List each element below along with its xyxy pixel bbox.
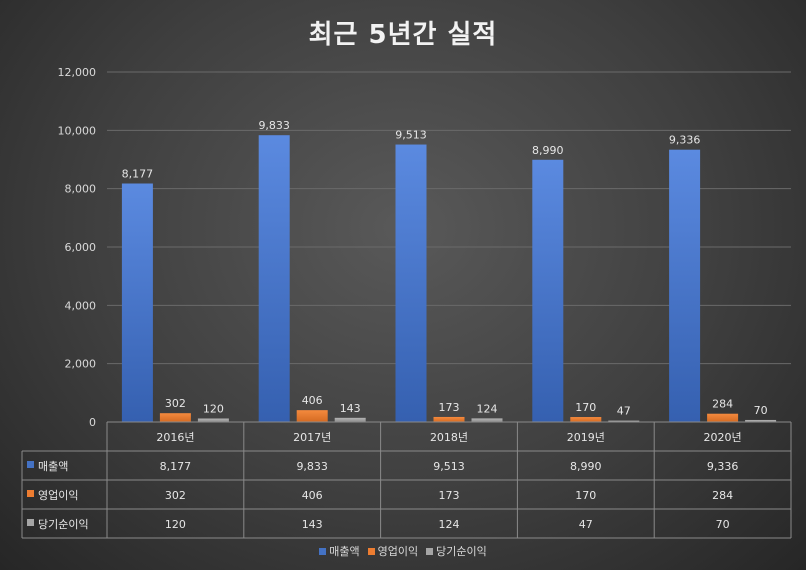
- data-label: 124: [477, 402, 498, 415]
- data-label: 9,833: [258, 119, 290, 132]
- table-series-swatch: [27, 519, 34, 526]
- bar: [121, 183, 153, 422]
- category-label: 2019년: [567, 431, 605, 444]
- bar: [745, 419, 777, 422]
- table-series-name: 매출액: [38, 460, 68, 473]
- data-label: 120: [203, 403, 224, 416]
- legend-swatch: [367, 547, 375, 555]
- table-cell: 120: [165, 518, 186, 531]
- bar: [471, 418, 503, 422]
- bar: [334, 417, 366, 422]
- legend-item: 매출액: [319, 543, 360, 559]
- table-cell: 9,833: [296, 460, 328, 473]
- category-label: 2018년: [430, 431, 468, 444]
- bar: [433, 416, 465, 422]
- y-tick-label: 2,000: [65, 358, 97, 371]
- data-label: 8,177: [122, 168, 154, 181]
- data-label: 47: [617, 405, 631, 418]
- bar: [669, 149, 701, 422]
- table-cell: 8,990: [570, 460, 602, 473]
- table-series-name: 영업이익: [38, 489, 78, 502]
- bar: [197, 418, 229, 422]
- category-label: 2016년: [156, 431, 194, 444]
- bar: [258, 135, 290, 422]
- table-cell: 170: [575, 489, 596, 502]
- y-tick-label: 10,000: [58, 124, 97, 137]
- table-cell: 9,513: [433, 460, 465, 473]
- table-cell: 173: [439, 489, 460, 502]
- table-cell: 9,336: [707, 460, 739, 473]
- bar: [707, 413, 739, 422]
- legend-swatch: [319, 547, 327, 555]
- legend-label: 영업이익: [377, 545, 419, 558]
- bar: [296, 410, 328, 422]
- data-label: 8,990: [532, 144, 564, 157]
- legend-label: 매출액: [329, 545, 360, 558]
- data-label: 9,513: [395, 129, 427, 142]
- data-label: 406: [302, 394, 323, 407]
- bar: [608, 420, 640, 422]
- table-series-name: 당기순이익: [38, 518, 89, 531]
- table-cell: 143: [302, 518, 323, 531]
- data-label: 9,336: [669, 134, 701, 147]
- bar: [159, 413, 191, 422]
- legend-swatch: [426, 547, 434, 555]
- table-cell: 406: [302, 489, 323, 502]
- category-label: 2020년: [704, 431, 742, 444]
- data-label: 170: [575, 401, 596, 414]
- data-label: 302: [165, 397, 186, 410]
- data-label: 70: [754, 404, 768, 417]
- bar: [570, 417, 602, 422]
- chart-title: 최근 5년간 실적: [308, 20, 498, 50]
- data-label: 284: [712, 398, 733, 411]
- table-series-swatch: [27, 461, 34, 468]
- y-tick-label: 12,000: [58, 66, 97, 79]
- table-cell: 302: [165, 489, 186, 502]
- table-cell: 284: [712, 489, 733, 502]
- data-label: 173: [439, 401, 460, 414]
- category-label: 2017년: [293, 431, 331, 444]
- bar: [532, 159, 564, 422]
- legend-label: 당기순이익: [436, 545, 487, 558]
- y-tick-label: 8,000: [65, 183, 97, 196]
- table-cell: 124: [439, 518, 460, 531]
- table-cell: 70: [716, 518, 730, 531]
- data-label: 143: [340, 402, 361, 415]
- table-cell: 47: [579, 518, 593, 531]
- y-tick-label: 6,000: [65, 241, 97, 254]
- y-tick-label: 4,000: [65, 299, 97, 312]
- bar: [395, 144, 427, 422]
- legend: 매출액 영업이익 당기순이익: [0, 543, 806, 559]
- table-series-swatch: [27, 490, 34, 497]
- table-cell: 8,177: [160, 460, 192, 473]
- legend-item: 영업이익: [367, 543, 419, 559]
- legend-item: 당기순이익: [426, 543, 487, 559]
- y-tick-label: 0: [89, 416, 96, 429]
